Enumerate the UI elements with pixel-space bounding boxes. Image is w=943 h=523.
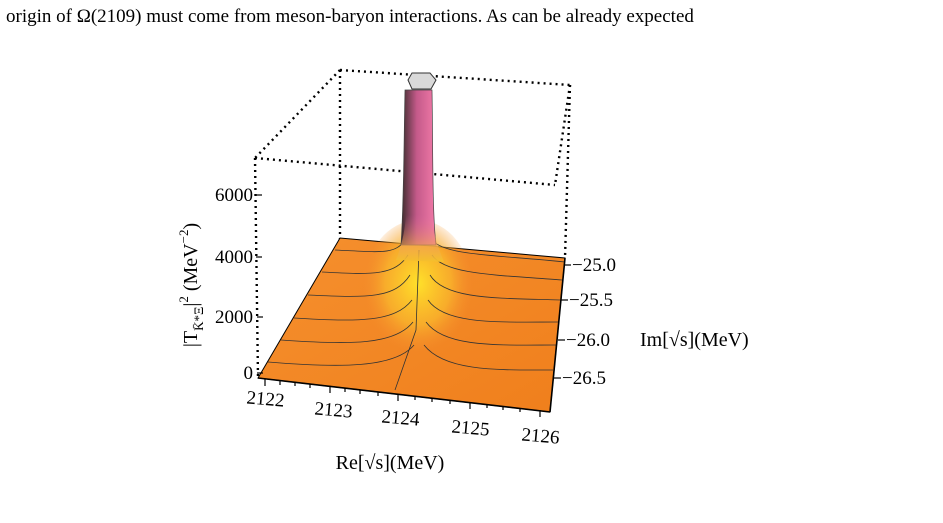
y-tick-label: −25.0 — [572, 255, 616, 276]
x-tick-label: 2123 — [314, 398, 354, 422]
y-axis-label: Im[√s](MeV) — [640, 329, 749, 351]
z-label-sub: K̄*Ξ — [191, 307, 206, 331]
z-label-part: | — [180, 303, 202, 307]
box-edge — [553, 84, 572, 186]
z-label-sup: −2 — [176, 230, 191, 244]
z-label-part: |T — [180, 331, 202, 347]
x-tick-label: 2125 — [451, 416, 491, 440]
z-ticks: 6000 4000 2000 0 — [215, 185, 253, 384]
y-tick-label: −26.5 — [562, 368, 606, 389]
z-tick-label: 4000 — [215, 247, 253, 268]
x-tick-label: 2124 — [381, 406, 421, 430]
x-ticks: 2122 2123 2124 2125 2126 — [246, 387, 561, 448]
box-edge — [339, 68, 571, 87]
body-text: origin of Ω(2109) must come from meson-b… — [6, 6, 694, 27]
z-label-part: (MeV — [180, 243, 202, 291]
z-label-sup: 2 — [176, 296, 191, 303]
box-edge — [253, 157, 260, 379]
z-axis-label: |TK̄*Ξ|2 (MeV−2) — [176, 223, 206, 347]
z-label-part: ) — [180, 223, 202, 230]
x-tick-label: 2122 — [246, 387, 286, 411]
z-tick-label: 0 — [244, 363, 254, 384]
box-edge — [254, 69, 341, 159]
x-axis-label: Re[√s](MeV) — [336, 452, 445, 474]
x-tick-label: 2126 — [521, 424, 561, 448]
box-edge — [563, 84, 572, 259]
surface — [256, 72, 571, 417]
y-tick-label: −26.0 — [566, 330, 610, 351]
y-tick-label: −25.5 — [569, 290, 613, 311]
y-ticks: −25.0 −25.5 −26.0 −26.5 — [562, 255, 616, 389]
z-tick-label: 6000 — [215, 185, 253, 206]
z-tick-label: 2000 — [215, 307, 253, 328]
